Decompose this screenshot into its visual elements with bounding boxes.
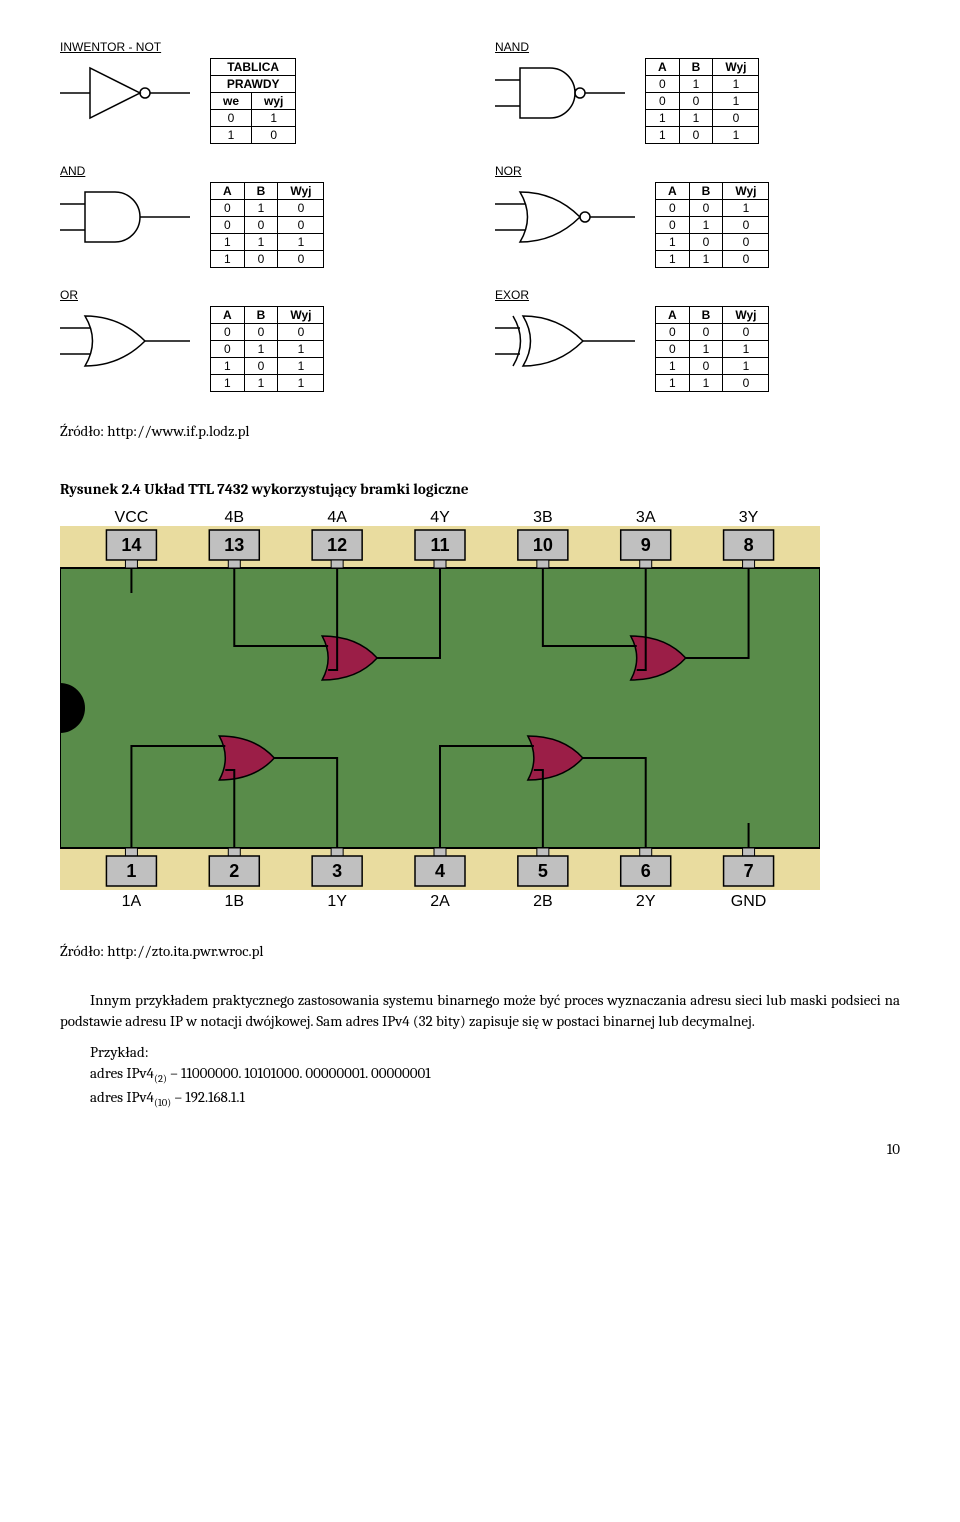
and-gate-symbol [60,182,190,252]
gate-nand-label: NAND [495,40,900,54]
nor-truth-table: ABWyj 001 010 100 110 [655,182,769,268]
chip-diagram: VCC 14 1 1A 4B 13 2 1B 4A 12 3 1Y 4Y 11 4 2A 3B 10 5 2B 3A 9 6… [60,508,900,912]
svg-text:1: 1 [126,861,136,881]
svg-text:4B: 4B [224,509,244,526]
not-gate-symbol [60,58,190,128]
nor-gate-symbol [495,182,635,252]
and-truth-table: ABWyj 010 000 111 100 [210,182,324,268]
svg-text:GND: GND [731,893,767,908]
gate-exor-label: EXOR [495,288,900,302]
svg-text:2: 2 [229,861,239,881]
svg-text:4A: 4A [327,509,347,526]
svg-text:13: 13 [224,535,244,555]
svg-text:2B: 2B [533,893,553,908]
svg-text:3A: 3A [636,509,656,526]
source-line-2: Źródło: http://zto.ita.pwr.wroc.pl [60,942,900,960]
svg-text:1Y: 1Y [327,893,347,908]
svg-text:3B: 3B [533,509,553,526]
svg-text:8: 8 [744,535,754,555]
svg-text:2Y: 2Y [636,893,656,908]
example-line-1: adres IPv4(2) – 11000000. 10101000. 0000… [90,1063,900,1087]
gate-nand: NAND ABWyj 011 001 110 101 [495,40,900,144]
not-truth-table: TABLICA PRAWDY wewyj 01 10 [210,58,296,144]
figure-caption: Rysunek 2.4 Układ TTL 7432 wykorzystując… [60,480,900,498]
page-number: 10 [60,1140,900,1158]
gate-nor: NOR ABWyj 001 010 100 110 [495,164,900,268]
example-block: Przykład: adres IPv4(2) – 11000000. 1010… [90,1042,900,1110]
svg-text:1B: 1B [224,893,244,908]
gate-or: OR ABWyj 000 011 101 111 [60,288,465,392]
gate-not-label: INWENTOR - NOT [60,40,465,54]
body-paragraph: Innym przykładem praktycznego zastosowan… [60,990,900,1032]
gate-exor: EXOR ABWyj 000 011 101 110 [495,288,900,392]
ttl-7432-chip: VCC 14 1 1A 4B 13 2 1B 4A 12 3 1Y 4Y 11 4 2A 3B 10 5 2B 3A 9 6… [60,508,820,908]
svg-text:4Y: 4Y [430,509,450,526]
or-truth-table: ABWyj 000 011 101 111 [210,306,324,392]
gate-and-label: AND [60,164,465,178]
nand-truth-table: ABWyj 011 001 110 101 [645,58,759,144]
svg-text:14: 14 [121,535,141,555]
svg-text:3Y: 3Y [739,509,759,526]
gate-not: INWENTOR - NOT TABLICA PRAWDY wewyj 01 1… [60,40,465,144]
nand-gate-symbol [495,58,625,128]
svg-text:2A: 2A [430,893,450,908]
gate-nor-label: NOR [495,164,900,178]
svg-text:7: 7 [744,861,754,881]
svg-text:6: 6 [641,861,651,881]
svg-text:5: 5 [538,861,548,881]
svg-text:11: 11 [430,535,449,555]
svg-text:VCC: VCC [115,509,149,526]
exor-gate-symbol [495,306,635,376]
exor-truth-table: ABWyj 000 011 101 110 [655,306,769,392]
svg-text:9: 9 [641,535,651,555]
logic-gates-grid: INWENTOR - NOT TABLICA PRAWDY wewyj 01 1… [60,40,900,392]
svg-text:1A: 1A [122,893,142,908]
gate-or-label: OR [60,288,465,302]
source-line-1: Źródło: http://www.if.p.lodz.pl [60,422,900,440]
svg-text:3: 3 [332,861,342,881]
or-gate-symbol [60,306,190,376]
example-line-2: adres IPv4(10) – 192.168.1.1 [90,1087,900,1111]
svg-text:12: 12 [327,535,347,555]
example-label: Przykład: [90,1042,900,1063]
svg-text:10: 10 [533,535,553,555]
gate-and: AND ABWyj 010 000 111 100 [60,164,465,268]
svg-text:4: 4 [435,861,445,881]
